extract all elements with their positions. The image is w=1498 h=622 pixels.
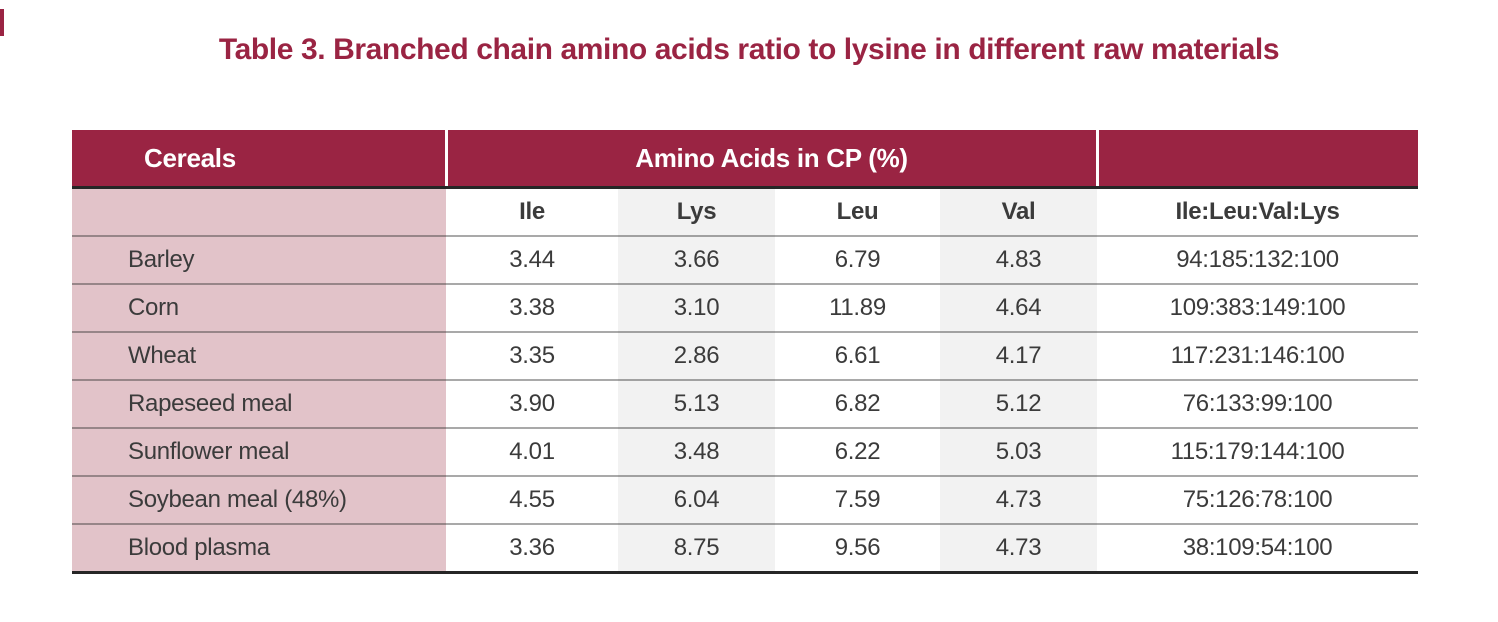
cell-lys: 3.66 bbox=[618, 236, 775, 285]
cell-material: Corn bbox=[72, 284, 446, 333]
subheader-val: Val bbox=[940, 187, 1098, 237]
table-row: Blood plasma 3.36 8.75 9.56 4.73 38:109:… bbox=[72, 524, 1419, 574]
cell-ratio: 94:185:132:100 bbox=[1097, 236, 1419, 285]
header-row-sub: Ile Lys Leu Val Ile:Leu:Val:Lys bbox=[72, 187, 1419, 237]
cell-ile: 3.35 bbox=[446, 332, 618, 381]
header-amino-acids-group: Amino Acids in CP (%) bbox=[446, 130, 1099, 189]
subheader-leu: Leu bbox=[775, 187, 940, 237]
cell-lys: 2.86 bbox=[618, 332, 775, 381]
cell-material: Sunflower meal bbox=[72, 428, 446, 477]
cell-ratio: 115:179:144:100 bbox=[1097, 428, 1419, 477]
cell-val: 4.64 bbox=[940, 284, 1098, 333]
cell-leu: 6.22 bbox=[775, 428, 940, 477]
header-empty bbox=[1097, 130, 1419, 189]
header-cereals: Cereals bbox=[72, 130, 448, 189]
cell-leu: 7.59 bbox=[775, 476, 940, 525]
cell-lys: 5.13 bbox=[618, 380, 775, 429]
cell-lys: 8.75 bbox=[618, 524, 775, 574]
table-title: Table 3. Branched chain amino acids rati… bbox=[218, 33, 1280, 66]
table-row: Rapeseed meal 3.90 5.13 6.82 5.12 76:133… bbox=[72, 380, 1419, 429]
cell-val: 5.12 bbox=[940, 380, 1098, 429]
cell-leu: 9.56 bbox=[775, 524, 940, 574]
subheader-empty bbox=[72, 187, 446, 237]
cell-ile: 3.90 bbox=[446, 380, 618, 429]
cell-material: Barley bbox=[72, 236, 446, 285]
cell-lys: 3.48 bbox=[618, 428, 775, 477]
amino-acids-table: Cereals Amino Acids in CP (%) Ile Lys Le… bbox=[72, 130, 1419, 574]
cell-ratio: 76:133:99:100 bbox=[1097, 380, 1419, 429]
cell-ile: 3.36 bbox=[446, 524, 618, 574]
cell-ratio: 117:231:146:100 bbox=[1097, 332, 1419, 381]
cell-ratio: 75:126:78:100 bbox=[1097, 476, 1419, 525]
cell-ile: 3.44 bbox=[446, 236, 618, 285]
data-table: Cereals Amino Acids in CP (%) Ile Lys Le… bbox=[72, 130, 1419, 574]
subheader-lys: Lys bbox=[618, 187, 775, 237]
cell-ile: 3.38 bbox=[446, 284, 618, 333]
cell-material: Blood plasma bbox=[72, 524, 446, 574]
table-row: Sunflower meal 4.01 3.48 6.22 5.03 115:1… bbox=[72, 428, 1419, 477]
table-row: Barley 3.44 3.66 6.79 4.83 94:185:132:10… bbox=[72, 236, 1419, 285]
cell-lys: 6.04 bbox=[618, 476, 775, 525]
table-row: Wheat 3.35 2.86 6.61 4.17 117:231:146:10… bbox=[72, 332, 1419, 381]
table-row: Soybean meal (48%) 4.55 6.04 7.59 4.73 7… bbox=[72, 476, 1419, 525]
cell-ile: 4.01 bbox=[446, 428, 618, 477]
cell-val: 4.73 bbox=[940, 476, 1098, 525]
cell-material: Soybean meal (48%) bbox=[72, 476, 446, 525]
cell-lys: 3.10 bbox=[618, 284, 775, 333]
cell-leu: 6.61 bbox=[775, 332, 940, 381]
subheader-ratio: Ile:Leu:Val:Lys bbox=[1097, 187, 1419, 237]
page-edge-accent bbox=[0, 9, 4, 36]
cell-leu: 6.79 bbox=[775, 236, 940, 285]
table-row: Corn 3.38 3.10 11.89 4.64 109:383:149:10… bbox=[72, 284, 1419, 333]
cell-material: Rapeseed meal bbox=[72, 380, 446, 429]
cell-val: 4.73 bbox=[940, 524, 1098, 574]
cell-val: 4.83 bbox=[940, 236, 1098, 285]
cell-val: 5.03 bbox=[940, 428, 1098, 477]
header-row-main: Cereals Amino Acids in CP (%) bbox=[72, 130, 1419, 189]
subheader-ile: Ile bbox=[446, 187, 618, 237]
cell-ile: 4.55 bbox=[446, 476, 618, 525]
cell-leu: 11.89 bbox=[775, 284, 940, 333]
cell-ratio: 38:109:54:100 bbox=[1097, 524, 1419, 574]
cell-val: 4.17 bbox=[940, 332, 1098, 381]
cell-material: Wheat bbox=[72, 332, 446, 381]
cell-ratio: 109:383:149:100 bbox=[1097, 284, 1419, 333]
cell-leu: 6.82 bbox=[775, 380, 940, 429]
